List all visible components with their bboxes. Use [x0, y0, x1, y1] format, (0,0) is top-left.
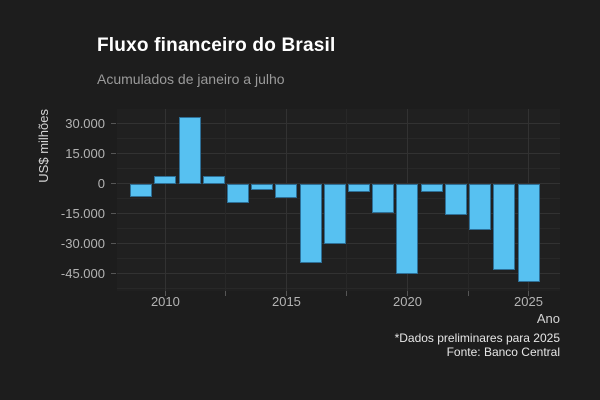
bar-2013: [227, 183, 250, 203]
source-note: Fonte: Banco Central: [446, 345, 560, 359]
y-tick-mark: [111, 273, 116, 275]
gridline-minor-h: [117, 288, 560, 290]
y-tick-label: -30.000: [60, 235, 105, 251]
y-tick-mark: [111, 153, 116, 155]
y-tick-mark: [111, 183, 116, 185]
gridline-minor-h: [117, 168, 560, 170]
chart-panel: [117, 109, 560, 291]
bar-2014: [251, 183, 274, 191]
gridline-major-v: [164, 109, 166, 291]
y-tick-label: -45.000: [60, 265, 105, 281]
bar-2018: [348, 183, 371, 192]
gridline-major-h: [117, 123, 560, 125]
x-tick-label: 2025: [514, 294, 543, 309]
x-tick-label: 2015: [271, 294, 301, 309]
x-tick-mark: [406, 291, 408, 296]
y-tick-label: 30.000: [65, 115, 105, 131]
gridline-minor-v: [225, 109, 227, 291]
y-axis-title: US$ milhões: [36, 109, 51, 183]
bar-2019: [372, 183, 395, 214]
bar-2021: [420, 183, 443, 192]
chart-title: Fluxo financeiro do Brasil: [97, 35, 336, 56]
preliminary-note: *Dados preliminares para 2025: [394, 331, 560, 345]
chart-caption: *Dados preliminares para 2025 Fonte: Ban…: [395, 331, 560, 359]
gridline-minor-v: [467, 109, 469, 291]
y-tick-label: 15.000: [65, 145, 105, 161]
bar-2025: [517, 183, 540, 283]
chart-subtitle: Acumulados de janeiro a julho: [97, 71, 285, 87]
x-tick-mark: [467, 291, 469, 296]
x-tick-mark: [285, 291, 287, 296]
bar-2010: [154, 176, 177, 184]
bar-2009: [130, 183, 153, 198]
bar-2015: [275, 183, 298, 199]
bar-2016: [299, 183, 322, 263]
y-tick-label: 0: [97, 175, 105, 191]
x-tick-label: 2010: [150, 294, 180, 309]
gridline-major-v: [285, 109, 287, 291]
gridline-major-h: [117, 273, 560, 275]
bar-2011: [178, 117, 201, 184]
gridline-major-h: [117, 153, 560, 155]
x-tick-mark: [225, 291, 227, 296]
x-tick-mark: [346, 291, 348, 296]
bar-2024: [493, 183, 516, 270]
bar-2020: [396, 183, 419, 274]
gridline-minor-h: [117, 258, 560, 260]
y-tick-mark: [111, 213, 116, 215]
y-tick-mark: [111, 123, 116, 125]
x-tick-mark: [528, 291, 530, 296]
y-tick-mark: [111, 243, 116, 245]
x-tick-label: 2020: [393, 294, 422, 309]
bar-2022: [444, 183, 467, 215]
bar-2023: [469, 183, 492, 230]
gridline-minor-v: [346, 109, 348, 291]
x-axis-title: Ano: [536, 311, 560, 326]
x-tick-mark: [164, 291, 166, 296]
gridline-minor-h: [117, 138, 560, 140]
bar-2017: [323, 183, 346, 244]
y-tick-label: -15.000: [60, 205, 105, 221]
bar-2012: [202, 175, 225, 184]
